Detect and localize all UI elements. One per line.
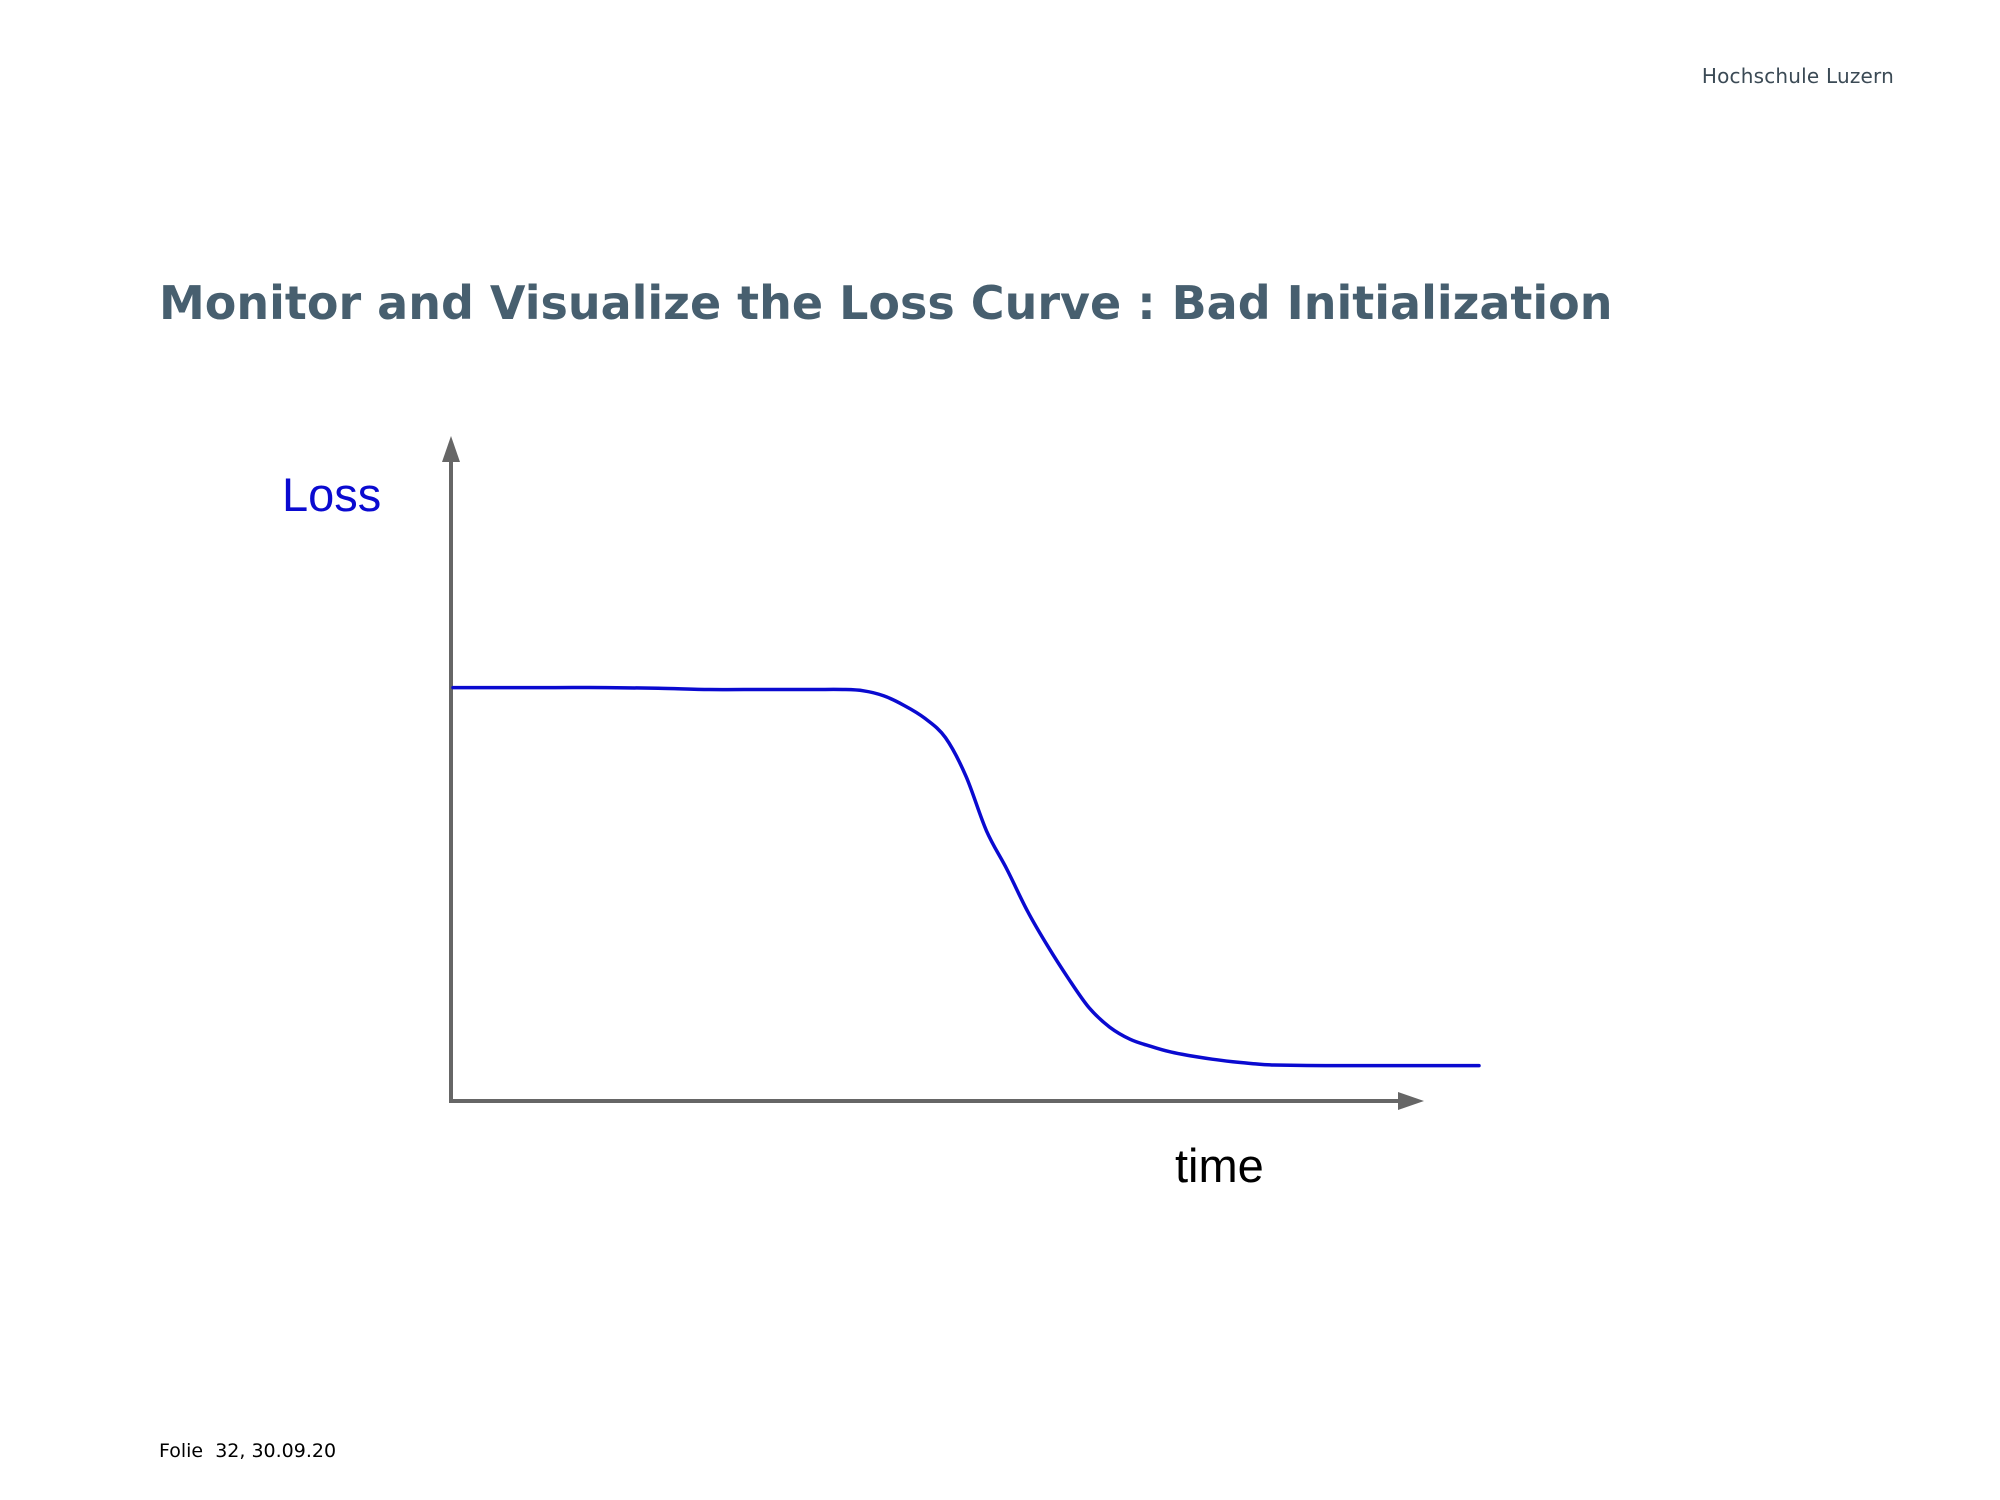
slide-title: Monitor and Visualize the Loss Curve : B… xyxy=(159,276,1613,330)
loss-series-line xyxy=(451,685,1481,1068)
x-axis-label: time xyxy=(1175,1139,1264,1192)
brand-logo-text: Hochschule Luzern xyxy=(1701,64,1894,88)
y-axis-label: Loss xyxy=(282,468,381,521)
y-axis-arrowhead xyxy=(442,436,460,462)
x-axis-arrowhead xyxy=(1398,1092,1424,1110)
slide-footer: Folie 32, 30.09.20 xyxy=(159,1440,337,1462)
